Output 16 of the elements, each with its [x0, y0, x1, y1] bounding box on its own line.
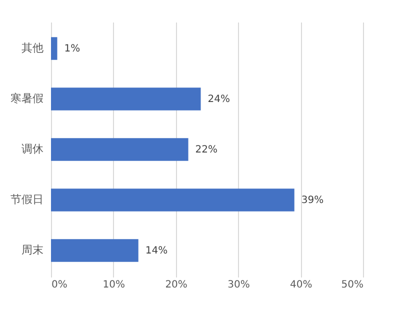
x-tick-label: 20%	[165, 280, 188, 290]
y-tick-label: 寒暑假	[10, 92, 44, 106]
x-tick-label: 30%	[228, 280, 250, 290]
x-tick-label: 50%	[341, 280, 364, 290]
x-tick-label: 0%	[52, 280, 68, 290]
y-tick-label: 周末	[22, 243, 44, 256]
data-label: 1%	[64, 44, 80, 55]
data-label: 24%	[208, 94, 230, 106]
x-tick-label: 40%	[290, 280, 312, 290]
data-label: 39%	[301, 194, 324, 206]
y-tick-label: 节假日	[10, 192, 44, 206]
x-tick-label: 10%	[102, 280, 126, 290]
data-label: 14%	[145, 245, 168, 256]
y-tick-label: 其他	[22, 42, 44, 55]
y-tick-label: 调休	[22, 142, 44, 156]
data-label: 22%	[195, 144, 218, 156]
